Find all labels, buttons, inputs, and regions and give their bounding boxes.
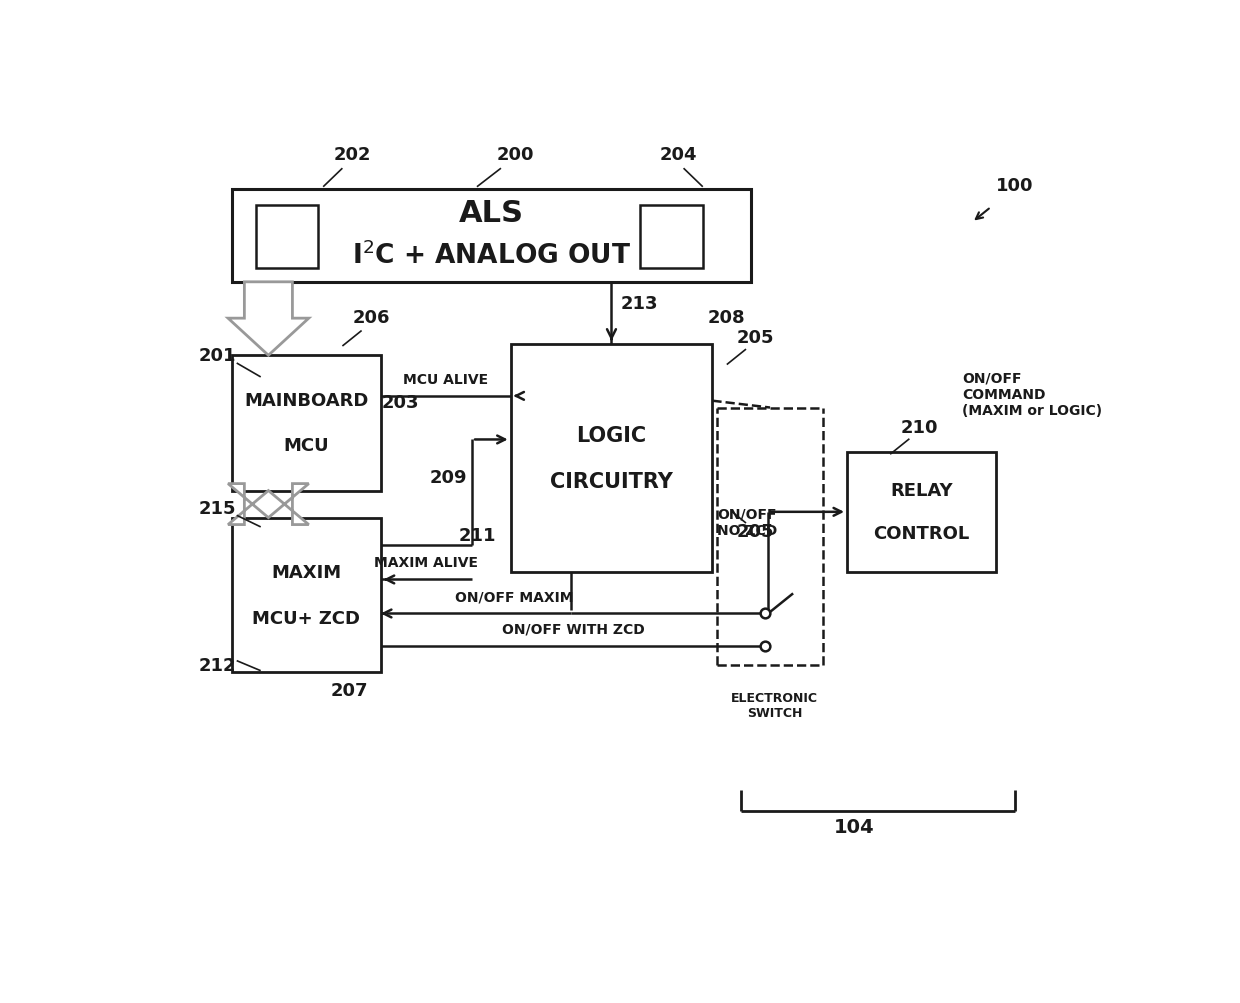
Text: 211: 211 (459, 527, 496, 545)
Bar (640, 206, 703, 269)
Text: MCU ALIVE: MCU ALIVE (403, 372, 489, 386)
Text: 205: 205 (737, 523, 774, 541)
Text: MAXIM: MAXIM (272, 563, 341, 581)
Polygon shape (228, 484, 309, 525)
Bar (847, 452, 996, 572)
Text: ALS: ALS (459, 199, 523, 228)
Text: I$^2$C + ANALOG OUT: I$^2$C + ANALOG OUT (352, 242, 631, 270)
Text: 204: 204 (660, 146, 697, 164)
Text: 207: 207 (330, 681, 368, 699)
Text: 200: 200 (497, 146, 534, 164)
Text: ON/OFF
COMMAND
(MAXIM or LOGIC): ON/OFF COMMAND (MAXIM or LOGIC) (962, 371, 1102, 417)
Text: MCU: MCU (284, 436, 329, 454)
Text: 202: 202 (334, 146, 371, 164)
Text: LOGIC: LOGIC (577, 425, 646, 445)
Text: 208: 208 (708, 308, 745, 326)
Text: ELECTRONIC
SWITCH: ELECTRONIC SWITCH (732, 691, 818, 719)
Bar (232, 190, 751, 283)
Text: 201: 201 (198, 347, 236, 365)
Bar (255, 206, 319, 269)
Bar (511, 344, 712, 572)
Polygon shape (228, 283, 309, 356)
Text: MAXIM ALIVE: MAXIM ALIVE (374, 556, 479, 570)
Text: RELAY: RELAY (890, 481, 952, 499)
Text: 205: 205 (737, 329, 774, 347)
Text: ON/OFF
NO ZCD: ON/OFF NO ZCD (717, 507, 777, 537)
Text: CONTROL: CONTROL (873, 525, 970, 543)
Text: 213: 213 (621, 295, 658, 313)
Text: 100: 100 (997, 177, 1034, 195)
Text: ON/OFF MAXIM: ON/OFF MAXIM (455, 590, 574, 604)
Text: 206: 206 (352, 308, 389, 326)
Text: 203: 203 (382, 393, 419, 411)
Text: ON/OFF WITH ZCD: ON/OFF WITH ZCD (502, 622, 645, 636)
Text: CIRCUITRY: CIRCUITRY (551, 471, 673, 491)
Bar (232, 519, 381, 673)
Text: 104: 104 (835, 817, 875, 837)
Text: 212: 212 (198, 656, 236, 674)
Bar (232, 356, 381, 491)
Text: 209: 209 (429, 468, 466, 486)
Text: 210: 210 (900, 418, 937, 436)
Text: MCU+ ZCD: MCU+ ZCD (253, 610, 361, 628)
Text: MAINBOARD: MAINBOARD (244, 391, 368, 409)
Text: 215: 215 (198, 499, 236, 518)
